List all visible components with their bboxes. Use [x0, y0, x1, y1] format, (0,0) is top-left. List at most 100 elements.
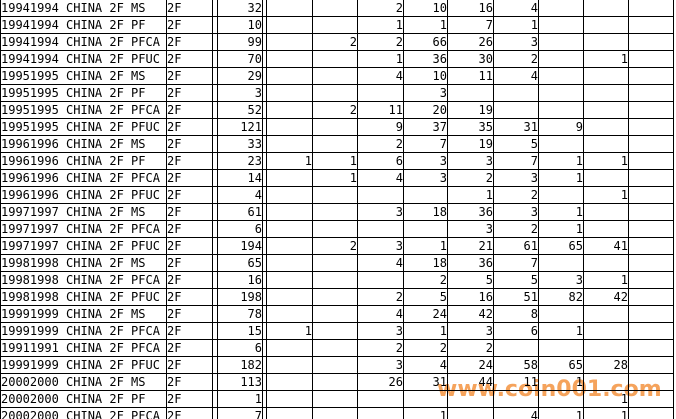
cell-total-count[interactable]: 23: [217, 152, 263, 170]
cell-grade-count[interactable]: [312, 16, 358, 34]
cell-coin-name[interactable]: 19911991 CHINA 2F PFCA: [0, 339, 167, 357]
cell-grade-count[interactable]: 2: [312, 33, 358, 51]
cell-grade-count[interactable]: [312, 407, 358, 419]
cell-coin-name[interactable]: 19971997 CHINA 2F PFUC: [0, 237, 167, 255]
cell-grade-count[interactable]: [583, 118, 629, 136]
cell-total-count[interactable]: 61: [217, 203, 263, 221]
cell-denomination[interactable]: 2F: [166, 84, 213, 102]
cell-grade-count[interactable]: [266, 118, 313, 136]
cell-grade-count[interactable]: 51: [493, 288, 539, 306]
cell-grade-count[interactable]: [447, 407, 494, 419]
cell-grade-count[interactable]: [538, 16, 584, 34]
cell-grade-count[interactable]: 2: [312, 237, 358, 255]
cell-grade-count[interactable]: [493, 339, 539, 357]
cell-denomination[interactable]: 2F: [166, 339, 213, 357]
cell-total-count[interactable]: 29: [217, 67, 263, 85]
cell-grade-count[interactable]: [583, 0, 629, 17]
cell-grade-count[interactable]: [312, 135, 358, 153]
cell-grade-count[interactable]: 6: [357, 152, 404, 170]
cell-grade-count[interactable]: [583, 169, 629, 187]
cell-denomination[interactable]: 2F: [166, 254, 213, 272]
cell-coin-name[interactable]: 19941994 CHINA 2F PFCA: [0, 33, 167, 51]
cell-grade-count[interactable]: 4: [493, 407, 539, 419]
cell-grade-count[interactable]: [266, 237, 313, 255]
cell-grade-count[interactable]: 1: [312, 152, 358, 170]
cell-grade-count[interactable]: [628, 186, 674, 204]
cell-grade-count[interactable]: 3: [447, 220, 494, 238]
cell-grade-count[interactable]: [266, 0, 313, 17]
cell-total-count[interactable]: 78: [217, 305, 263, 323]
cell-grade-count[interactable]: [312, 339, 358, 357]
cell-grade-count[interactable]: [266, 254, 313, 272]
cell-grade-count[interactable]: 4: [493, 0, 539, 17]
cell-grade-count[interactable]: 21: [447, 237, 494, 255]
cell-total-count[interactable]: 1: [217, 390, 263, 408]
cell-grade-count[interactable]: [493, 84, 539, 102]
cell-grade-count[interactable]: 2: [357, 288, 404, 306]
cell-grade-count[interactable]: 3: [447, 152, 494, 170]
cell-grade-count[interactable]: 1: [403, 322, 448, 340]
cell-grade-count[interactable]: 42: [447, 305, 494, 323]
cell-grade-count[interactable]: [583, 84, 629, 102]
cell-total-count[interactable]: 3: [217, 84, 263, 102]
cell-grade-count[interactable]: [266, 50, 313, 68]
cell-grade-count[interactable]: 3: [357, 356, 404, 374]
cell-grade-count[interactable]: 2: [312, 101, 358, 119]
cell-grade-count[interactable]: 2: [403, 271, 448, 289]
cell-grade-count[interactable]: [583, 305, 629, 323]
cell-grade-count[interactable]: [538, 67, 584, 85]
cell-coin-name[interactable]: 20002000 CHINA 2F PF: [0, 390, 167, 408]
cell-grade-count[interactable]: [628, 288, 674, 306]
cell-grade-count[interactable]: 5: [493, 135, 539, 153]
cell-grade-count[interactable]: [403, 390, 448, 408]
cell-grade-count[interactable]: [312, 288, 358, 306]
cell-grade-count[interactable]: 11: [357, 101, 404, 119]
cell-denomination[interactable]: 2F: [166, 203, 213, 221]
cell-grade-count[interactable]: 1: [538, 322, 584, 340]
cell-grade-count[interactable]: 1: [266, 322, 313, 340]
cell-total-count[interactable]: 194: [217, 237, 263, 255]
cell-grade-count[interactable]: [628, 220, 674, 238]
cell-grade-count[interactable]: 8: [493, 305, 539, 323]
cell-grade-count[interactable]: [403, 186, 448, 204]
cell-grade-count[interactable]: 36: [403, 50, 448, 68]
cell-grade-count[interactable]: 4: [357, 67, 404, 85]
cell-grade-count[interactable]: [312, 203, 358, 221]
cell-grade-count[interactable]: [312, 0, 358, 17]
cell-grade-count[interactable]: 28: [583, 356, 629, 374]
cell-grade-count[interactable]: 31: [493, 118, 539, 136]
cell-grade-count[interactable]: [447, 84, 494, 102]
cell-grade-count[interactable]: 5: [403, 288, 448, 306]
cell-denomination[interactable]: 2F: [166, 186, 213, 204]
cell-coin-name[interactable]: 19981998 CHINA 2F PFUC: [0, 288, 167, 306]
cell-grade-count[interactable]: 2: [403, 339, 448, 357]
cell-grade-count[interactable]: 1: [583, 152, 629, 170]
cell-grade-count[interactable]: 1: [312, 169, 358, 187]
cell-grade-count[interactable]: [266, 16, 313, 34]
cell-grade-count[interactable]: [538, 135, 584, 153]
cell-coin-name[interactable]: 19961996 CHINA 2F MS: [0, 135, 167, 153]
cell-grade-count[interactable]: [266, 356, 313, 374]
cell-total-count[interactable]: 65: [217, 254, 263, 272]
cell-grade-count[interactable]: [628, 203, 674, 221]
cell-grade-count[interactable]: 1: [538, 203, 584, 221]
cell-grade-count[interactable]: 1: [493, 16, 539, 34]
cell-coin-name[interactable]: 19991999 CHINA 2F MS: [0, 305, 167, 323]
cell-grade-count[interactable]: [266, 220, 313, 238]
cell-grade-count[interactable]: 3: [493, 169, 539, 187]
cell-grade-count[interactable]: [266, 407, 313, 419]
cell-grade-count[interactable]: [266, 186, 313, 204]
cell-grade-count[interactable]: 41: [583, 237, 629, 255]
cell-grade-count[interactable]: 1: [583, 50, 629, 68]
cell-grade-count[interactable]: 4: [357, 254, 404, 272]
cell-grade-count[interactable]: [447, 390, 494, 408]
cell-grade-count[interactable]: 4: [403, 356, 448, 374]
cell-coin-name[interactable]: 19981998 CHINA 2F MS: [0, 254, 167, 272]
cell-grade-count[interactable]: 65: [538, 237, 584, 255]
cell-grade-count[interactable]: 1: [583, 271, 629, 289]
cell-coin-name[interactable]: 19941994 CHINA 2F PFUC: [0, 50, 167, 68]
cell-coin-name[interactable]: 20002000 CHINA 2F MS: [0, 373, 167, 391]
cell-grade-count[interactable]: 6: [493, 322, 539, 340]
cell-grade-count[interactable]: 61: [493, 237, 539, 255]
cell-grade-count[interactable]: 1: [403, 16, 448, 34]
